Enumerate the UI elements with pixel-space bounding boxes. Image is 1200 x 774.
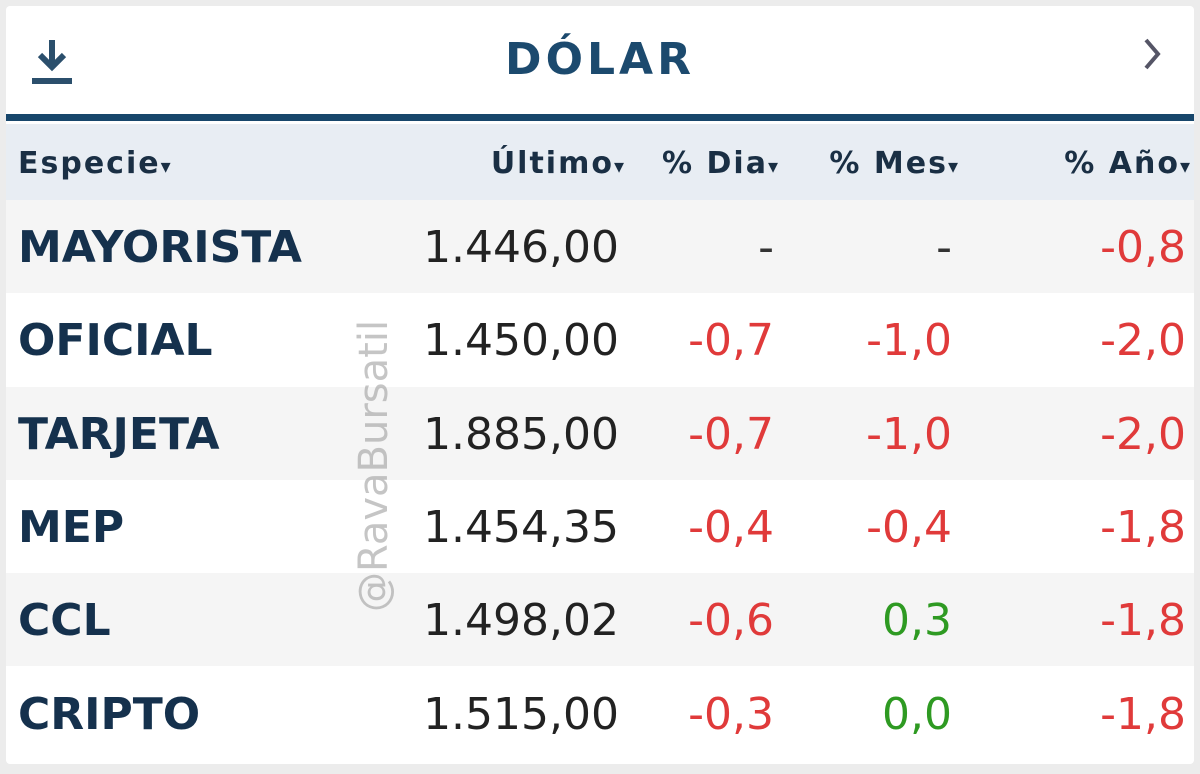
dollar-widget: DÓLAR Especie Último % Dia % Mes % Año MAYOR… [6,6,1194,764]
species-name: CRIPTO [18,688,201,740]
percent-change: -0,7 [688,315,774,367]
percent-change: -0,3 [688,688,774,740]
table-row: TARJETA 1.885,00 -0,7 -1,0 -2,0 [6,386,1194,480]
header-rule [6,114,1194,121]
table-row: CCL 1.498,02 -0,6 0,3 -1,8 [6,573,1194,667]
species-name: MEP [18,501,125,553]
percent-change: - [936,222,952,273]
species-name: OFICIAL [18,315,213,367]
species-name: TARJETA [18,408,220,460]
percent-change: - [758,222,774,273]
download-icon[interactable] [28,36,76,88]
table-row: OFICIAL 1.450,00 -0,7 -1,0 -2,0 [6,293,1194,387]
percent-change: 0,0 [882,688,952,740]
species-name: MAYORISTA [18,222,302,273]
table-header: Especie Último % Dia % Mes % Año [6,124,1194,200]
percent-change: -0,4 [688,501,774,553]
last-price: 1.515,00 [423,688,619,740]
percent-change: -1,8 [1100,688,1186,740]
percent-change: -0,4 [866,501,952,553]
last-price: 1.454,35 [423,501,619,553]
last-price: 1.446,00 [423,222,619,273]
percent-change: -1,0 [866,408,952,460]
percent-change: -0,6 [688,595,774,647]
column-header[interactable]: % Año [1064,146,1190,181]
percent-change: 0,3 [882,595,952,647]
column-header[interactable]: Especie [18,146,171,181]
species-name: CCL [18,595,111,647]
table-row: CRIPTO 1.515,00 -0,3 0,0 -1,8 [6,666,1194,760]
table-row: MAYORISTA 1.446,00 - - -0,8 [6,200,1194,293]
next-arrow[interactable] [1140,36,1164,72]
column-header[interactable]: % Dia [662,146,778,181]
column-header[interactable]: % Mes [829,146,958,181]
column-header[interactable]: Último [491,146,624,181]
table-row: MEP 1.454,35 -0,4 -0,4 -1,8 [6,479,1194,573]
last-price: 1.498,02 [423,595,619,647]
last-price: 1.885,00 [423,408,619,460]
percent-change: -1,0 [866,315,952,367]
title: DÓLAR [505,34,695,85]
percent-change: -0,8 [1100,222,1186,273]
watermark: @RavaBursatil [351,319,397,613]
percent-change: -1,8 [1100,595,1186,647]
percent-change: -2,0 [1100,315,1186,367]
percent-change: -2,0 [1100,408,1186,460]
percent-change: -1,8 [1100,501,1186,553]
last-price: 1.450,00 [423,315,619,367]
percent-change: -0,7 [688,408,774,460]
